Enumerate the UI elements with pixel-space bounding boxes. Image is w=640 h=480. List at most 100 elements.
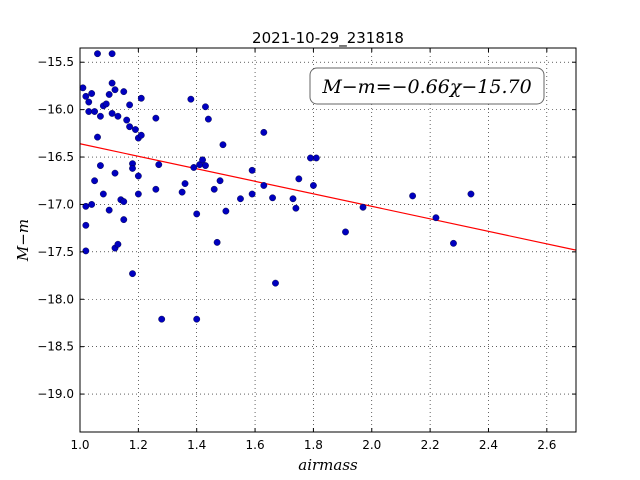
data-point [91, 108, 98, 115]
data-point [137, 131, 145, 139]
data-point [359, 203, 367, 211]
chart-title: 2021-10-29_231818 [252, 29, 404, 48]
x-tick-label: 1.2 [129, 438, 148, 452]
data-point [248, 166, 256, 174]
data-point [193, 315, 201, 323]
data-point [126, 101, 134, 109]
data-point [120, 198, 128, 206]
data-point [94, 133, 101, 141]
data-point [152, 114, 160, 122]
data-point [97, 162, 104, 169]
data-point [108, 110, 116, 117]
data-point [137, 94, 145, 102]
data-point [432, 214, 440, 222]
x-tick-label: 1.8 [304, 438, 323, 452]
data-point [155, 161, 163, 169]
y-tick-labels: −15.5 −16.0 −16.5 −17.0 −17.5 −18.0 −18.5 −19.0 [37, 55, 74, 401]
data-point [199, 156, 206, 164]
data-point [204, 115, 212, 123]
fit-layer [79, 143, 577, 251]
data-point [114, 112, 122, 120]
data-point [94, 50, 101, 58]
data-point [213, 238, 221, 246]
data-point [129, 270, 136, 278]
data-point [82, 92, 90, 100]
data-point [85, 98, 93, 106]
x-tick-label: 2.2 [421, 438, 440, 452]
data-point [181, 180, 189, 187]
data-point [105, 206, 113, 214]
fit-equation: M−m=−0.66χ−15.70 [321, 76, 531, 98]
data-point [88, 90, 96, 97]
data-point [202, 162, 209, 169]
y-axis-label: M−m [14, 219, 32, 262]
data-point [134, 172, 142, 180]
y-tick-label: −16.5 [37, 150, 74, 164]
data-point [111, 169, 119, 177]
data-point [178, 188, 186, 196]
data-point [99, 190, 107, 198]
x-tick-label: 2.6 [537, 438, 556, 452]
data-point [120, 88, 128, 96]
data-point [111, 86, 119, 94]
x-tick-label: 2.0 [362, 438, 381, 452]
data-point [108, 50, 116, 58]
ticks [79, 48, 576, 432]
data-point [108, 79, 116, 87]
data-point [79, 84, 87, 92]
data-point [342, 228, 349, 236]
data-point [158, 315, 166, 323]
data-point [88, 201, 96, 208]
y-tick-label: −18.0 [37, 292, 74, 306]
y-tick-label: −18.5 [37, 340, 74, 354]
data-point [129, 165, 136, 172]
data-point [97, 112, 104, 120]
data-point [134, 190, 142, 198]
data-point [222, 207, 230, 215]
y-tick-label: −15.5 [37, 55, 74, 69]
x-tick-label: 1.6 [246, 438, 265, 452]
data-point [289, 195, 297, 203]
y-tick-label: −17.0 [37, 197, 74, 211]
data-points [79, 50, 475, 323]
data-point [187, 95, 195, 103]
data-point [114, 240, 122, 248]
x-tick-labels: 1.0 1.2 1.4 1.6 1.8 2.0 2.2 2.4 2.6 [70, 438, 556, 452]
data-point [193, 210, 201, 218]
data-point [105, 91, 113, 98]
data-point [152, 185, 160, 193]
data-point [219, 141, 227, 149]
data-point [102, 100, 110, 108]
data-point [292, 204, 300, 212]
data-point [269, 194, 276, 202]
y-tick-label: −17.5 [37, 245, 74, 259]
grid [80, 48, 576, 432]
x-tick-label: 1.0 [70, 438, 89, 452]
data-point [237, 195, 244, 203]
data-point [312, 154, 320, 162]
y-tick-label: −16.0 [37, 103, 74, 117]
data-point [190, 164, 198, 171]
data-point [126, 123, 134, 131]
data-point [82, 221, 90, 229]
data-point [260, 128, 268, 136]
data-point [310, 182, 317, 189]
data-point [409, 192, 417, 200]
data-point [202, 103, 209, 111]
data-point [272, 279, 279, 287]
data-point [82, 247, 90, 255]
data-point [295, 175, 303, 183]
data-point [216, 177, 224, 185]
data-point [260, 182, 268, 189]
data-point [85, 108, 93, 115]
data-point [248, 190, 256, 198]
x-axis-label: airmass [298, 456, 358, 474]
data-point [120, 216, 128, 224]
fit-annotation: M−m=−0.66χ−15.70 [309, 67, 545, 105]
fit-line [79, 143, 577, 251]
x-tick-label: 1.4 [187, 438, 206, 452]
annotation-box [309, 67, 545, 105]
data-point [450, 239, 457, 247]
data-point [132, 126, 139, 133]
